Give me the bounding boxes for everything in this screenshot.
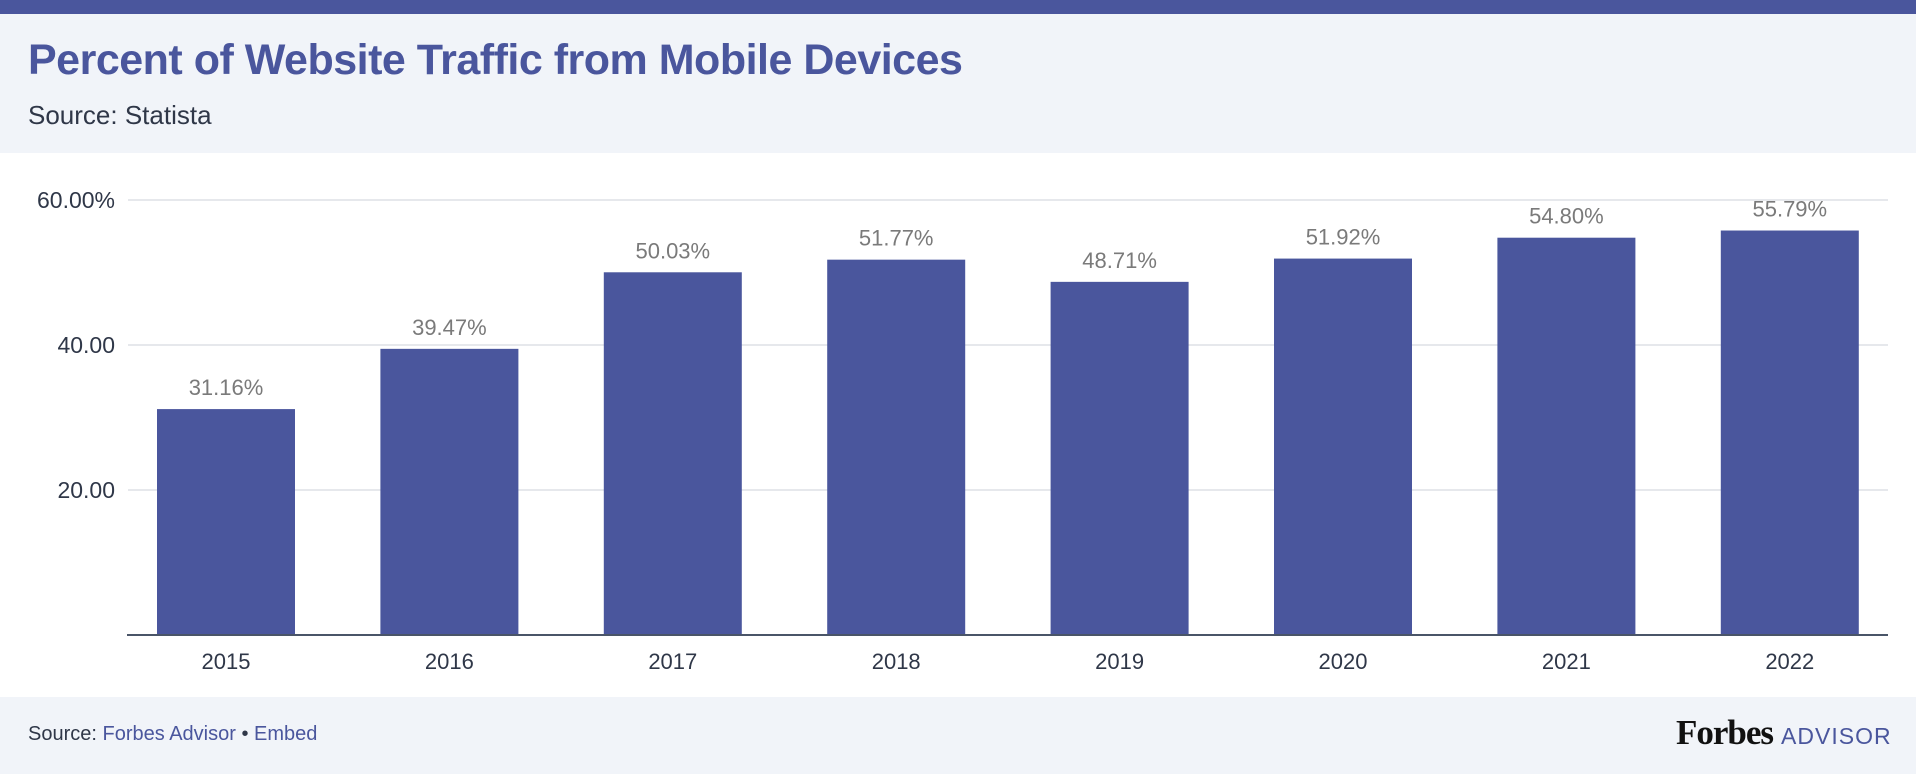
logo-advisor-word: ADVISOR <box>1781 723 1892 749</box>
logo-forbes-word: Forbes <box>1676 713 1774 752</box>
x-tick-label: 2016 <box>425 649 474 674</box>
x-tick-label: 2020 <box>1319 649 1368 674</box>
bar-2021 <box>1497 237 1636 635</box>
x-tick-label: 2019 <box>1095 649 1144 674</box>
data-label: 51.77% <box>859 226 934 251</box>
footer-source-prefix: Source: <box>28 723 97 745</box>
embed-link[interactable]: Embed <box>254 723 318 745</box>
bar-2015 <box>157 409 295 635</box>
bar-2022 <box>1720 230 1859 635</box>
y-tick-label: 20.00 <box>57 477 115 503</box>
x-tick-label: 2018 <box>872 649 921 674</box>
chart-title: Percent of Website Traffic from Mobile D… <box>28 36 963 84</box>
bar-chart: 20.00 40.00 60.00% 31.16% 2015 39.47% 2016 50.0… <box>0 153 1916 697</box>
data-label: 31.16% <box>189 375 264 400</box>
top-accent-bar <box>0 0 1916 14</box>
x-tick-label: 2022 <box>1765 649 1814 674</box>
bar-2019 <box>1050 281 1189 635</box>
footer-separator: • <box>241 723 249 745</box>
data-label: 39.47% <box>412 315 487 340</box>
bar-2020 <box>1274 258 1412 635</box>
chart-subtitle: Source: Statista <box>28 100 212 130</box>
x-tick-label: 2021 <box>1542 649 1591 674</box>
data-label: 50.03% <box>635 238 710 263</box>
y-tick-label: 40.00 <box>57 332 115 358</box>
chart-footer: Source: Forbes Advisor • Embed Forbes ADV… <box>0 697 1916 774</box>
chart-header: Percent of Website Traffic from Mobile D… <box>0 14 1916 153</box>
bar-2018 <box>827 259 966 635</box>
x-tick-label: 2017 <box>648 649 697 674</box>
data-label: 51.92% <box>1306 225 1381 250</box>
chart-canvas: 20.00 40.00 60.00% 31.16% 2015 39.47% 2016 50.0… <box>37 187 1888 674</box>
forbes-advisor-link[interactable]: Forbes Advisor <box>102 723 236 745</box>
x-tick-label: 2015 <box>202 649 251 674</box>
y-tick-label: 60.00% <box>37 187 115 213</box>
data-label: 54.80% <box>1529 204 1604 229</box>
data-label: 48.71% <box>1082 248 1157 273</box>
bar-2016 <box>380 348 519 635</box>
forbes-advisor-logo: Forbes ADVISOR <box>1676 713 1892 753</box>
data-label: 55.79% <box>1752 197 1827 222</box>
bar-2017 <box>603 272 742 635</box>
footer-source: Source: Forbes Advisor • Embed <box>28 723 317 746</box>
